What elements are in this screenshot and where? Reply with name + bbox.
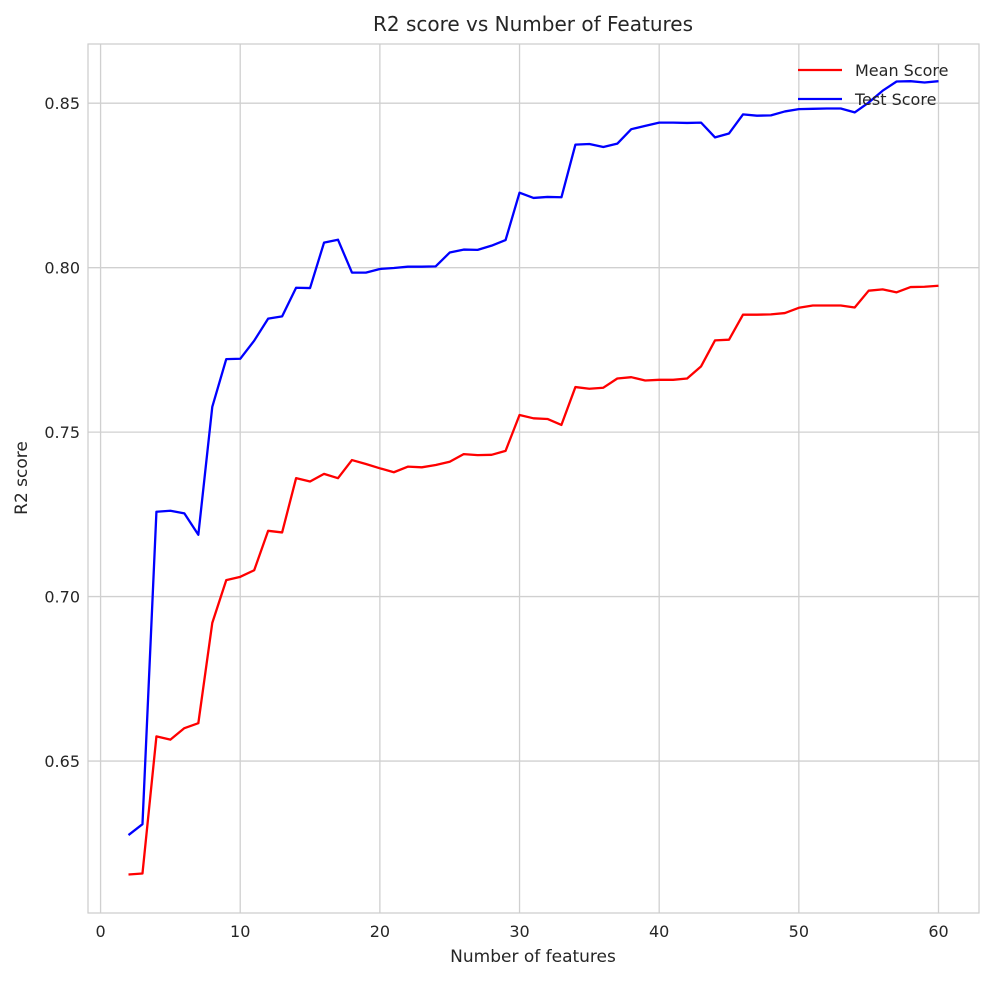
y-tick-label: 0.70 [44, 588, 80, 607]
x-tick-label: 60 [928, 922, 948, 941]
x-tick-label: 0 [95, 922, 105, 941]
legend: Mean Score Test Score [798, 61, 949, 109]
y-axis-label: R2 score [12, 441, 32, 515]
legend-label: Mean Score [855, 61, 949, 80]
x-tick-label: 40 [649, 922, 669, 941]
x-tick-label: 10 [230, 922, 250, 941]
x-axis-label: Number of features [450, 947, 616, 967]
y-tick-label: 0.80 [44, 259, 80, 278]
legend-label: Test Score [854, 90, 936, 109]
x-tick-label: 30 [509, 922, 529, 941]
y-tick-label: 0.85 [44, 94, 80, 113]
series-line-mean-score [128, 284, 939, 876]
plot-frame [87, 43, 980, 914]
series-line-test-score [127, 80, 939, 836]
tick-labels: 0 10 20 30 40 50 60 0.65 0.70 0.75 0.80 0.85 [44, 94, 948, 941]
chart-title: R2 score vs Number of Features [373, 12, 693, 36]
y-tick-label: 0.75 [44, 423, 80, 442]
series-lines [127, 80, 939, 876]
y-tick-label: 0.65 [44, 752, 80, 771]
x-tick-label: 20 [370, 922, 390, 941]
x-tick-label: 50 [789, 922, 809, 941]
grid [88, 44, 979, 913]
